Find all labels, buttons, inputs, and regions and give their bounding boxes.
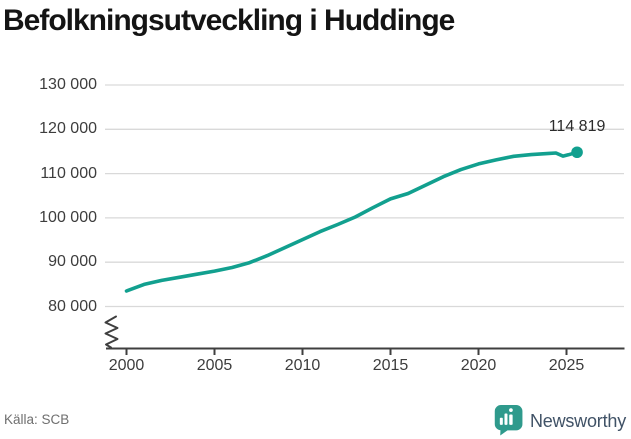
- x-tick-label: 2010: [284, 357, 321, 374]
- newsworthy-logo[interactable]: Newsworthy: [494, 403, 626, 437]
- axis-break-icon: [104, 315, 119, 349]
- last-data-point: [571, 146, 583, 159]
- y-tick-label: 120 000: [39, 120, 97, 138]
- gridlines: [105, 84, 624, 308]
- y-tick-label: 110 000: [40, 164, 97, 182]
- population-series-line: [124, 150, 579, 293]
- y-tick-label: 90 000: [48, 253, 97, 271]
- x-tick-label: 2020: [460, 357, 497, 374]
- x-axis: [106, 347, 625, 355]
- last-value-label: 114 819: [548, 118, 606, 136]
- x-tick-label: 2000: [108, 357, 145, 374]
- x-tick-label: 2025: [548, 357, 585, 374]
- chart-title: Befolkningsutveckling i Huddinge: [3, 4, 455, 37]
- source-caption: Källa: SCB: [4, 412, 70, 427]
- x-tick-label: 2015: [372, 357, 409, 374]
- y-tick-label: 80 000: [48, 297, 97, 315]
- y-tick-label: 100 000: [39, 208, 97, 226]
- x-tick-label: 2005: [196, 357, 233, 374]
- newsworthy-bubble-chart-icon: [494, 405, 523, 436]
- newsworthy-wordmark: Newsworthy: [529, 410, 626, 431]
- y-tick-label: 130 000: [39, 76, 97, 93]
